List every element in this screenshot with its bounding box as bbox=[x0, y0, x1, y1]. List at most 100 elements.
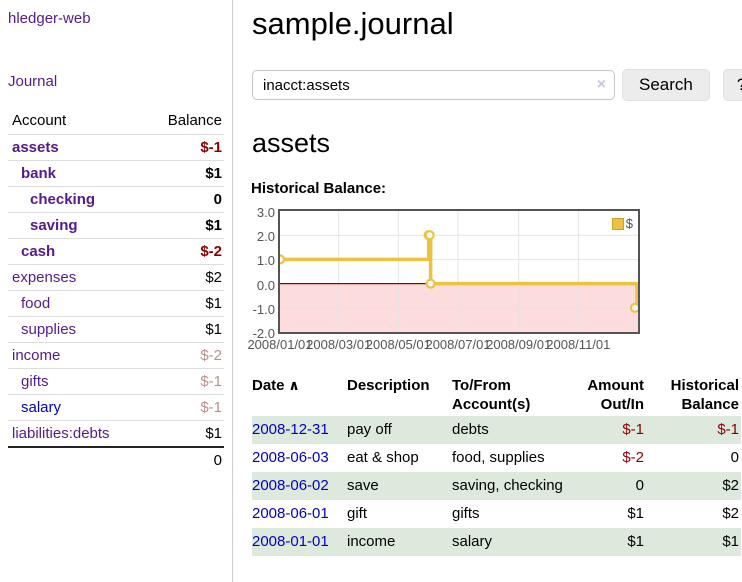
account-balance: $1 bbox=[143, 420, 224, 447]
account-row: liabilities:debts $1 bbox=[8, 420, 224, 447]
account-link-food[interactable]: food bbox=[21, 295, 51, 312]
transaction-description: eat & shop bbox=[347, 449, 419, 466]
account-title: assets bbox=[252, 128, 331, 158]
transaction-row: 2008-12-31 pay off debts $-1 $-1 bbox=[252, 416, 741, 444]
account-link-salary[interactable]: salary bbox=[21, 399, 62, 416]
y-axis-tick-label: 0.0 bbox=[256, 277, 275, 293]
register-col-description[interactable]: Description bbox=[347, 377, 430, 394]
account-row: income $-2 bbox=[8, 342, 224, 369]
main-content: sample.journal × Search ? assets Histori… bbox=[233, 0, 742, 582]
x-axis-tick-label: 2008/05/01 bbox=[365, 337, 431, 352]
chart-legend: $ bbox=[611, 216, 633, 231]
y-axis-tick-label: 1.0 bbox=[256, 253, 275, 269]
transaction-row: 2008-01-01 income salary $1 $1 bbox=[252, 528, 741, 556]
brand-link[interactable]: hledger-web bbox=[8, 10, 91, 27]
account-row: food $1 bbox=[8, 290, 224, 317]
x-axis-tick-label: 2008/09/01 bbox=[486, 337, 552, 352]
chart-heading: Historical Balance: bbox=[251, 180, 387, 197]
transaction-description: pay off bbox=[347, 416, 452, 444]
transaction-accounts: salary bbox=[452, 528, 568, 556]
account-balance: $1 bbox=[143, 212, 224, 239]
transaction-amount: 0 bbox=[568, 472, 646, 500]
account-balance: $1 bbox=[143, 316, 224, 343]
account-row: cash $-2 bbox=[8, 238, 224, 265]
transaction-description: save bbox=[347, 472, 452, 500]
account-row: saving $1 bbox=[8, 212, 224, 239]
account-balance: $-1 bbox=[143, 134, 224, 161]
transaction-accounts: debts bbox=[452, 416, 568, 444]
x-axis-tick-label: 2008/11/01 bbox=[546, 337, 611, 352]
register-table: Date ∧ Description To/From Account(s) Amoun… bbox=[252, 374, 741, 556]
search-form: × Search ? bbox=[252, 69, 742, 101]
account-link-expenses[interactable]: expenses bbox=[12, 269, 77, 286]
accounts-total-row: 0 bbox=[8, 446, 224, 473]
chart-plot-area: $ bbox=[278, 209, 640, 334]
account-link-liabilities-debts[interactable]: liabilities:debts bbox=[12, 425, 110, 442]
accounts-total-spacer bbox=[8, 446, 144, 473]
account-row: assets $-1 bbox=[8, 134, 224, 161]
transaction-accounts: gifts bbox=[452, 505, 480, 522]
historical-balance-chart: $ 3.0 2.0 1.0 0.0 -1.0 -2.0 2008/01/01 2008/03… bbox=[247, 205, 640, 352]
y-axis-tick-label: -1.0 bbox=[252, 301, 275, 317]
sidebar-item-journal[interactable]: Journal bbox=[8, 73, 58, 90]
account-link-cash[interactable]: cash bbox=[21, 243, 56, 260]
legend-swatch-icon bbox=[611, 217, 624, 230]
accounts-header-balance: Balance bbox=[167, 112, 222, 129]
account-link-supplies[interactable]: supplies bbox=[21, 321, 77, 338]
accounts-table: Account Balance assets $-1 bank $1 checking 0… bbox=[8, 108, 224, 473]
transaction-amount: $1 bbox=[627, 505, 644, 522]
account-link-saving[interactable]: saving bbox=[30, 217, 78, 234]
transaction-date-link[interactable]: 2008-06-03 bbox=[252, 449, 329, 466]
account-balance: 0 bbox=[143, 186, 224, 213]
account-row: bank $1 bbox=[8, 160, 224, 187]
account-link-bank[interactable]: bank bbox=[21, 165, 57, 182]
transaction-balance: $2 bbox=[646, 472, 741, 500]
sidebar: hledger-web Journal Account Balance asse… bbox=[0, 0, 233, 582]
account-link-checking[interactable]: checking bbox=[30, 191, 96, 208]
y-axis-tick-label: 3.0 bbox=[256, 205, 275, 220]
accounts-header-account: Account bbox=[12, 112, 67, 129]
y-axis-tick-label: 2.0 bbox=[256, 229, 275, 245]
chart-canvas bbox=[280, 211, 638, 332]
transaction-amount: $-1 bbox=[568, 416, 646, 444]
transaction-balance: $-1 bbox=[646, 416, 741, 444]
page-title: sample.journal bbox=[252, 6, 454, 41]
account-link-gifts[interactable]: gifts bbox=[21, 373, 49, 390]
account-link-income[interactable]: income bbox=[12, 347, 61, 364]
transaction-date-link[interactable]: 2008-06-02 bbox=[252, 477, 329, 494]
register-col-to-from-account-s-[interactable]: To/From Account(s) bbox=[452, 377, 531, 413]
transaction-row: 2008-06-01 gift gifts $1 $2 bbox=[252, 500, 741, 528]
transaction-balance: 0 bbox=[730, 449, 739, 466]
transaction-accounts: saving, checking bbox=[452, 472, 568, 500]
transaction-accounts: food, supplies bbox=[452, 449, 545, 466]
x-axis-tick-label: 2008/01/01 bbox=[247, 337, 313, 352]
transaction-balance: $1 bbox=[646, 528, 741, 556]
transaction-date-link[interactable]: 2008-01-01 bbox=[252, 533, 329, 550]
transaction-row: 2008-06-02 save saving, checking 0 $2 bbox=[252, 472, 741, 500]
search-input[interactable] bbox=[252, 70, 615, 100]
transaction-date-link[interactable]: 2008-12-31 bbox=[252, 421, 329, 438]
transaction-balance: $2 bbox=[722, 505, 739, 522]
register-col-date[interactable]: Date ∧ bbox=[252, 377, 300, 394]
transaction-description: gift bbox=[347, 505, 368, 522]
account-link-assets[interactable]: assets bbox=[12, 139, 59, 156]
y-axis-tick-label: -2.0 bbox=[252, 326, 275, 341]
legend-label: $ bbox=[625, 216, 633, 231]
transaction-amount: $1 bbox=[568, 528, 646, 556]
transaction-date-link[interactable]: 2008-06-01 bbox=[252, 505, 329, 522]
accounts-header-row: Account Balance bbox=[8, 108, 224, 135]
account-row: supplies $1 bbox=[8, 316, 224, 343]
register-col-amount-out-in[interactable]: Amount Out/In bbox=[587, 377, 644, 413]
account-balance: $-2 bbox=[143, 342, 224, 369]
x-axis-tick-label: 2008/03/01 bbox=[306, 337, 372, 352]
register-col-historical-balance[interactable]: Historical Balance bbox=[670, 377, 739, 413]
account-balance: $2 bbox=[143, 264, 224, 291]
sort-ascending-icon: ∧ bbox=[284, 377, 300, 393]
account-row: gifts $-1 bbox=[8, 368, 224, 395]
help-button[interactable]: ? bbox=[722, 69, 742, 101]
search-button[interactable]: Search bbox=[622, 69, 710, 101]
register-header-row: Date ∧ Description To/From Account(s) Amoun… bbox=[252, 374, 741, 416]
clear-search-icon[interactable]: × bbox=[596, 76, 606, 93]
account-row: checking 0 bbox=[8, 186, 224, 213]
